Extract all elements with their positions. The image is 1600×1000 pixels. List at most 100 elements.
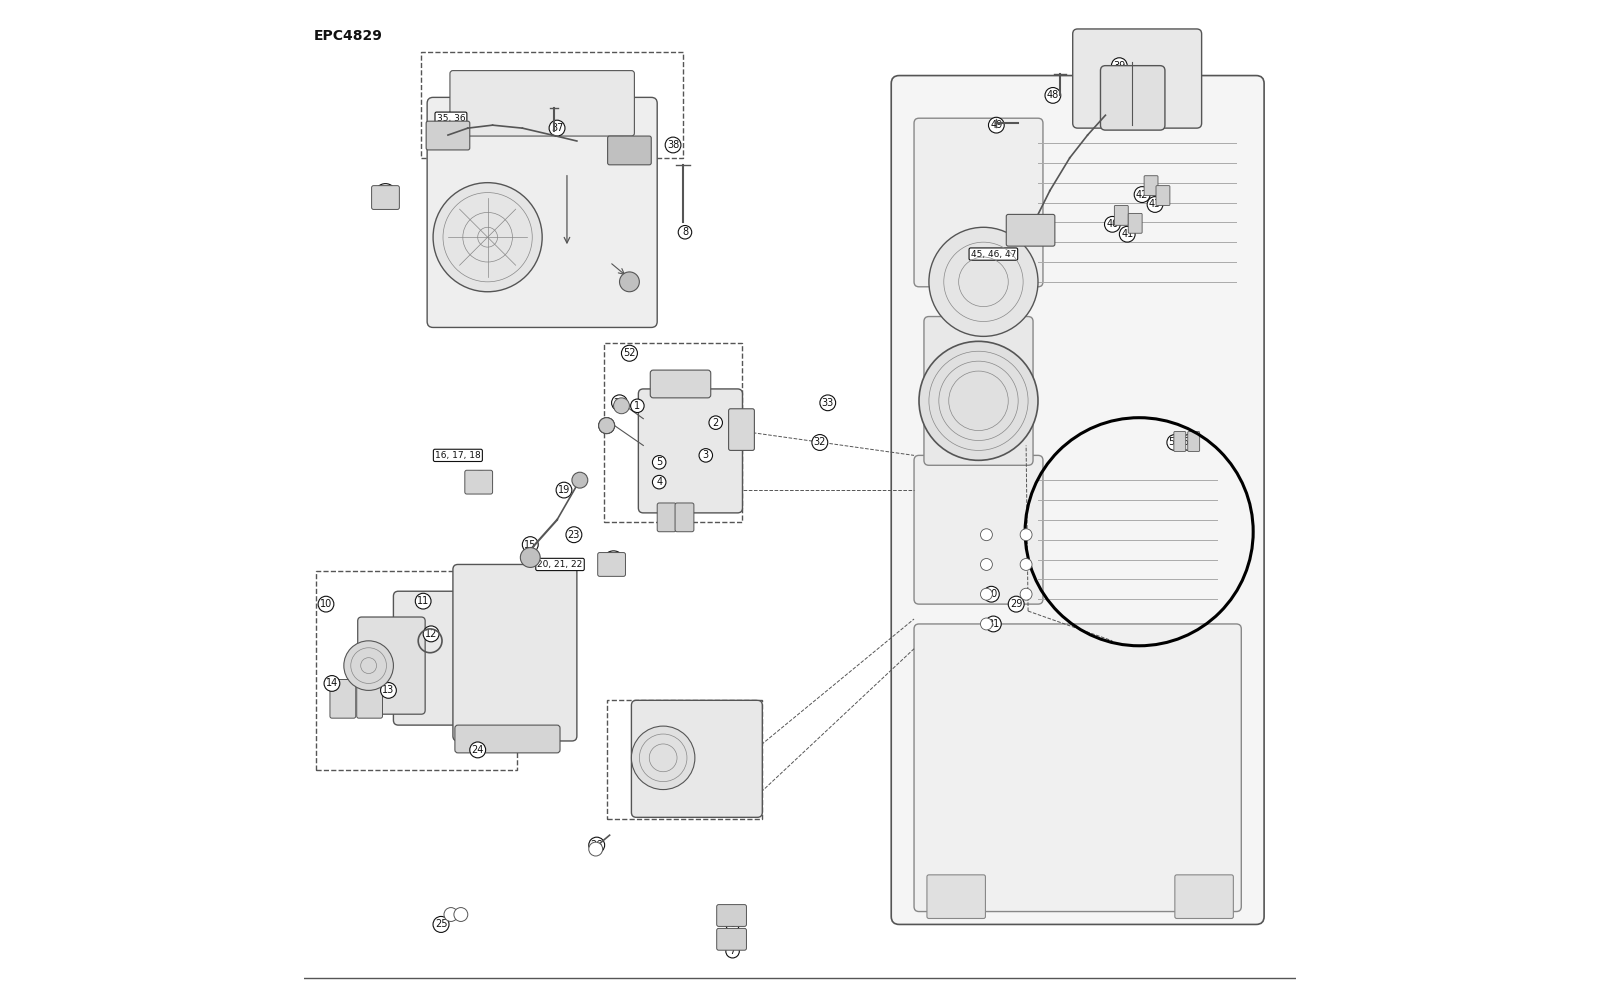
Circle shape (454, 908, 467, 921)
Circle shape (520, 548, 541, 567)
Circle shape (918, 341, 1038, 460)
FancyBboxPatch shape (1101, 66, 1165, 130)
Text: 44: 44 (1126, 90, 1138, 100)
Text: 51: 51 (1182, 437, 1195, 447)
Text: 27: 27 (600, 421, 613, 431)
Text: 29: 29 (1010, 599, 1022, 609)
Circle shape (1021, 588, 1032, 600)
FancyBboxPatch shape (1174, 875, 1234, 918)
FancyBboxPatch shape (450, 71, 634, 136)
FancyBboxPatch shape (1157, 186, 1170, 205)
FancyBboxPatch shape (371, 186, 400, 209)
Text: 38: 38 (667, 140, 678, 150)
Circle shape (434, 183, 542, 292)
Text: EPC4829: EPC4829 (314, 29, 382, 43)
Text: 28: 28 (613, 398, 626, 408)
Text: 4: 4 (656, 477, 662, 487)
Text: 11: 11 (418, 596, 429, 606)
Circle shape (344, 641, 394, 690)
FancyBboxPatch shape (1128, 213, 1142, 233)
FancyBboxPatch shape (358, 617, 426, 714)
Circle shape (619, 272, 640, 292)
FancyBboxPatch shape (1114, 205, 1128, 225)
Circle shape (613, 398, 629, 414)
Text: 26: 26 (590, 840, 603, 850)
Text: 5: 5 (656, 457, 662, 467)
Text: 6: 6 (730, 919, 736, 929)
Circle shape (981, 588, 992, 600)
Text: 37: 37 (550, 123, 563, 133)
Text: 3: 3 (702, 450, 709, 460)
Circle shape (1021, 559, 1032, 570)
Text: 33: 33 (822, 398, 834, 408)
Text: 15: 15 (525, 540, 536, 550)
FancyBboxPatch shape (675, 503, 694, 532)
FancyBboxPatch shape (658, 503, 677, 532)
Text: 50: 50 (1168, 437, 1181, 447)
Text: 2: 2 (712, 418, 718, 428)
Circle shape (981, 559, 992, 570)
FancyBboxPatch shape (357, 679, 382, 718)
Text: 19: 19 (558, 485, 570, 495)
Text: 34: 34 (616, 140, 627, 150)
FancyBboxPatch shape (914, 455, 1043, 604)
Text: 32: 32 (814, 437, 826, 447)
Text: 49: 49 (990, 120, 1003, 130)
Text: 25: 25 (435, 919, 448, 929)
FancyBboxPatch shape (453, 564, 578, 741)
Text: 45, 46, 47: 45, 46, 47 (971, 250, 1016, 259)
Text: 1: 1 (634, 401, 640, 411)
Circle shape (589, 842, 603, 856)
Text: 7: 7 (730, 946, 736, 956)
FancyBboxPatch shape (914, 118, 1043, 287)
Text: 53a: 53a (376, 190, 395, 200)
Text: 53c: 53c (605, 556, 622, 566)
Circle shape (632, 726, 694, 790)
Text: 41: 41 (1122, 229, 1133, 239)
FancyBboxPatch shape (1072, 29, 1202, 128)
FancyBboxPatch shape (1187, 432, 1200, 451)
FancyBboxPatch shape (466, 470, 493, 494)
Text: 14: 14 (326, 678, 338, 688)
Text: 48: 48 (1046, 90, 1059, 100)
Text: 16, 17, 18: 16, 17, 18 (435, 451, 480, 460)
FancyBboxPatch shape (1144, 176, 1158, 196)
Circle shape (598, 418, 614, 434)
FancyBboxPatch shape (330, 679, 355, 718)
FancyBboxPatch shape (914, 624, 1242, 912)
Text: 10: 10 (320, 599, 333, 609)
FancyBboxPatch shape (1174, 432, 1186, 451)
FancyBboxPatch shape (608, 136, 651, 165)
Text: 39: 39 (1114, 61, 1125, 71)
FancyBboxPatch shape (650, 370, 710, 398)
Circle shape (1021, 529, 1032, 541)
FancyBboxPatch shape (728, 409, 754, 450)
FancyBboxPatch shape (632, 700, 762, 817)
Circle shape (981, 618, 992, 630)
FancyBboxPatch shape (926, 875, 986, 918)
Text: 30: 30 (986, 589, 997, 599)
Circle shape (443, 908, 458, 921)
FancyBboxPatch shape (1006, 214, 1054, 246)
Text: 40: 40 (1106, 219, 1118, 229)
Text: 20, 21, 22: 20, 21, 22 (538, 560, 582, 569)
Circle shape (930, 227, 1038, 336)
Circle shape (981, 529, 992, 541)
FancyBboxPatch shape (394, 591, 507, 725)
Text: 52: 52 (622, 348, 635, 358)
Text: 13: 13 (382, 685, 395, 695)
FancyBboxPatch shape (717, 928, 747, 950)
Text: 42: 42 (1136, 190, 1149, 200)
FancyBboxPatch shape (638, 389, 742, 513)
Text: 8: 8 (682, 227, 688, 237)
FancyBboxPatch shape (598, 553, 626, 576)
FancyBboxPatch shape (923, 317, 1034, 465)
Text: 23: 23 (568, 530, 581, 540)
Text: 53b: 53b (472, 477, 490, 487)
FancyBboxPatch shape (717, 905, 747, 926)
FancyBboxPatch shape (426, 121, 470, 150)
Text: 31: 31 (987, 619, 1000, 629)
Text: 12: 12 (426, 629, 437, 639)
Text: 24: 24 (472, 745, 483, 755)
Circle shape (571, 472, 587, 488)
